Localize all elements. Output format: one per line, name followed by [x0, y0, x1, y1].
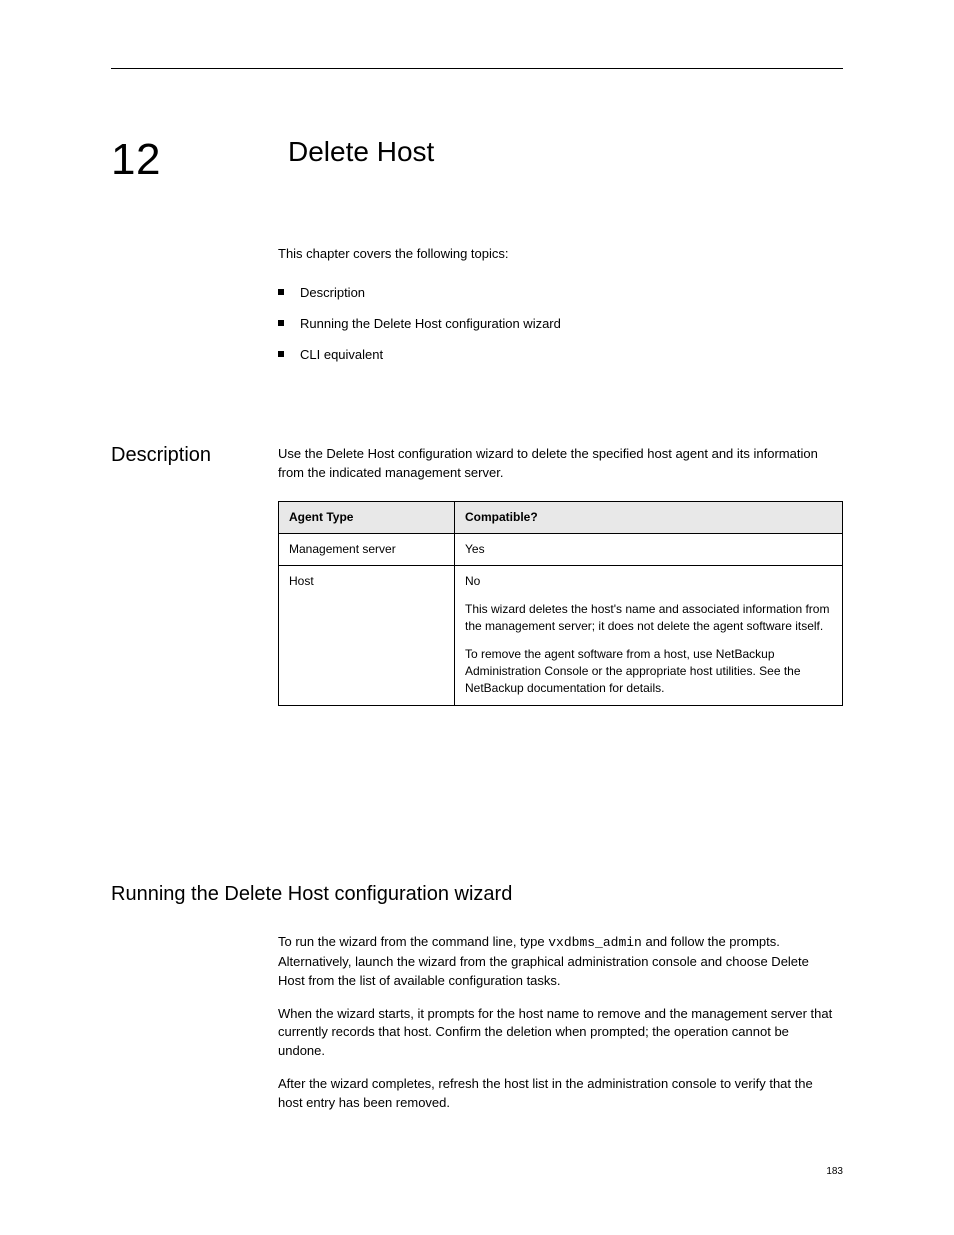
section-body-description: Use the Delete Host configuration wizard… — [278, 445, 838, 706]
table-cell-compat: No This wizard deletes the host's name a… — [455, 566, 843, 705]
chapter-number: 12 — [111, 128, 161, 192]
section2-para2: When the wizard starts, it prompts for t… — [278, 1005, 838, 1062]
table-cell-para: To remove the agent software from a host… — [465, 646, 832, 698]
section-heading-running-wizard: Running the Delete Host configuration wi… — [111, 880, 843, 909]
topic-label: CLI equivalent — [300, 347, 383, 362]
intro-block: This chapter covers the following topics… — [278, 245, 838, 376]
compatibility-table: Agent Type Compatible? Management server… — [278, 501, 843, 706]
table-cell-type: Management server — [279, 534, 455, 566]
page: 12 Delete Host This chapter covers the f… — [0, 0, 954, 1235]
table-cell-para: No — [465, 573, 832, 590]
section-running-wizard: Running the Delete Host configuration wi… — [111, 880, 843, 1127]
topic-item: CLI equivalent — [278, 346, 838, 365]
table-header-row: Agent Type Compatible? — [279, 501, 843, 533]
section-body-running-wizard: To run the wizard from the command line,… — [278, 933, 838, 1113]
section2-para1: To run the wizard from the command line,… — [278, 933, 838, 991]
header-rule — [111, 68, 843, 69]
topic-item: Description — [278, 284, 838, 303]
section2-para1-pre: To run the wizard from the command line,… — [278, 934, 548, 949]
section1-para: Use the Delete Host configuration wizard… — [278, 445, 838, 483]
table-cell-compat: Yes — [455, 534, 843, 566]
topic-label: Description — [300, 285, 365, 300]
table-cell-type: Host — [279, 566, 455, 705]
topic-item: Running the Delete Host configuration wi… — [278, 315, 838, 334]
chapter-title: Delete Host — [288, 132, 434, 173]
topic-list: Description Running the Delete Host conf… — [278, 284, 838, 365]
table-row: Management server Yes — [279, 534, 843, 566]
table-row: Host No This wizard deletes the host's n… — [279, 566, 843, 705]
section2-para1-code: vxdbms_admin — [548, 935, 642, 950]
table-cell-para: This wizard deletes the host's name and … — [465, 601, 832, 636]
topic-label: Running the Delete Host configuration wi… — [300, 316, 561, 331]
section2-para3: After the wizard completes, refresh the … — [278, 1075, 838, 1113]
section-heading-description: Description — [111, 441, 211, 470]
intro-lead: This chapter covers the following topics… — [278, 245, 838, 264]
footer-page-number: 183 — [826, 1165, 843, 1180]
table-header-cell: Agent Type — [279, 501, 455, 533]
page-footer: 183 — [111, 1165, 843, 1180]
table-header-cell: Compatible? — [455, 501, 843, 533]
